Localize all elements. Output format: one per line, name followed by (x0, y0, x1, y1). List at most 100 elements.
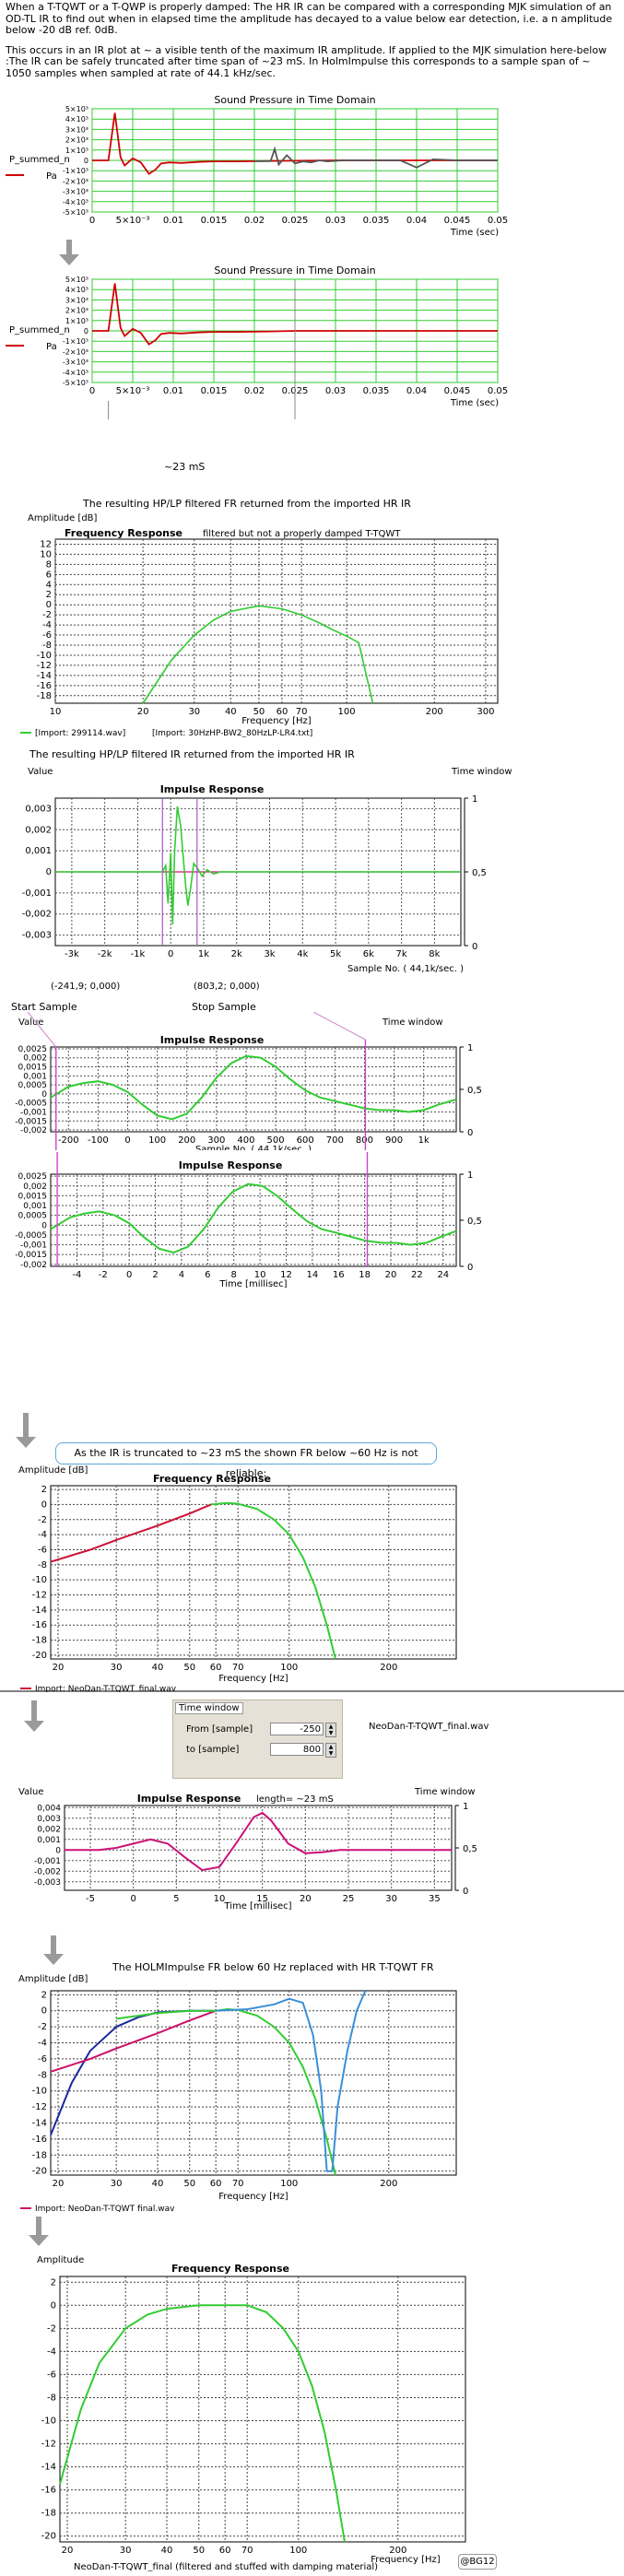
right-tick-label: 0 (463, 1887, 468, 1897)
from-sample-input[interactable]: -250 (270, 1723, 324, 1735)
chart-impulse-response-4: -5 0 5 10 15 20 25 30 350,0040,0030,0020,0010-0,… (18, 1787, 477, 1911)
y-tick-label: -4×10³ (63, 369, 88, 377)
y-tick-label: 0,0005 (18, 1212, 48, 1221)
series-line-1 (50, 1182, 457, 1254)
x-tick-label: 16 (333, 1270, 345, 1280)
y-tick-label: -0,002 (22, 910, 52, 920)
chart-frequency-response-4: 20 30 40 50 60 70 100 20020-2-4-6-8-10-12-14-16… (37, 2255, 466, 2571)
y-tick-label: 0 (41, 1090, 47, 1100)
y-tick-label: -20 (41, 2532, 56, 2542)
chart-frequency-response-1: 10 20 30 40 50 60 70 100 200 300121086420-2-4-6-8… (20, 513, 499, 737)
y-tick-label: -10 (32, 2087, 47, 2097)
x-tick-label: 0.02 (244, 386, 265, 396)
y-tick-label: -3×10³ (63, 188, 88, 196)
y-tick-label: -16 (32, 1620, 47, 1630)
right-tick-label: 0 (467, 1128, 473, 1138)
y-tick-label: -8 (38, 1560, 47, 1570)
to-sample-input[interactable]: 800 (270, 1743, 324, 1756)
x-axis-label: Sample No. ( 44,1k/sec. ) (347, 964, 464, 974)
y-axis-label: P_summed_n (9, 155, 70, 165)
y-tick-label: -5×10³ (63, 379, 88, 387)
y-tick-label: -0,0015 (15, 1251, 47, 1260)
x-axis-label: Frequency [Hz] (218, 2192, 288, 2202)
x-tick-label: 4 (179, 1270, 184, 1280)
y-tick-label: 3×10³ (65, 125, 88, 134)
y-tick-label: -0,003 (22, 931, 52, 941)
y-tick-label: 0 (55, 1846, 61, 1855)
y-tick-label: -6 (47, 2370, 56, 2380)
x-axis-label: Time [millisec] (218, 1279, 287, 1289)
x-axis-label: Time (sec) (450, 228, 499, 238)
x-tick-label: 0.02 (244, 216, 265, 226)
x-tick-label: 0.01 (163, 386, 183, 396)
y-tick-label: -2 (38, 2022, 47, 2032)
chart-title: Impulse Response (160, 1034, 265, 1046)
right-tick-label: 0,5 (463, 1844, 477, 1854)
y-tick-label: -18 (32, 1636, 47, 1646)
x-tick-label: 0.045 (444, 216, 471, 226)
x-tick-label: 40 (225, 707, 237, 717)
x-tick-label: 50 (183, 1663, 195, 1673)
y-tick-label: 0 (46, 600, 52, 610)
x-tick-label: 0 (89, 216, 95, 226)
legend-label: Pa (46, 171, 57, 182)
y-tick-label: 2×10³ (65, 136, 88, 145)
y-tick-label: 5×10³ (65, 276, 88, 284)
x-tick-label: 7k (396, 949, 407, 959)
from-sample-spinner[interactable]: ▲ ▼ (325, 1723, 336, 1737)
y-axis-label: Amplitude [dB] (18, 1465, 88, 1476)
start-sample-label: Start Sample (11, 1001, 77, 1013)
chart-sound-pressure-2: 0 5×10⁻³ 0.01 0.015 0.02 0.025 0.03 0.035 0.04 0.… (6, 265, 508, 419)
x-tick-label: 40 (161, 2546, 173, 2556)
zoom-guide-left (27, 1012, 57, 1048)
x-tick-label: 0.05 (488, 216, 508, 226)
x-tick-label: 200 (380, 1663, 397, 1673)
y-tick-label: 5×10³ (65, 105, 88, 113)
y-tick-label: 0,0005 (18, 1081, 48, 1090)
zoom-guide-right (312, 1012, 366, 1041)
plot-frame (50, 1046, 457, 1133)
time-window-file: NeoDan-T-TQWT_final.wav (369, 1722, 489, 1732)
y-tick-label: 1×10³ (65, 317, 88, 325)
legend-label: Pa (46, 342, 57, 352)
y-tick-label: -16 (37, 681, 52, 691)
x-tick-label: 200 (380, 2179, 397, 2189)
x-tick-label: 100 (289, 2546, 307, 2556)
x-tick-label: 4k (297, 949, 308, 959)
right-axis-label: Time window (451, 767, 512, 777)
chart-title: Impulse Response (137, 1793, 241, 1805)
y-axis-label: Value (28, 767, 53, 777)
chart-title: Sound Pressure in Time Domain (214, 94, 375, 106)
y-tick-label: 8 (46, 559, 52, 570)
chart-title: Frequency Response (153, 1473, 271, 1485)
y-tick-label: -14 (37, 671, 52, 681)
series-line-1 (50, 1054, 457, 1121)
x-tick-label: 5 (173, 1894, 179, 1904)
x-tick-label: 35 (429, 1894, 441, 1904)
x-axis-label: Sample No. ( 44,1k/sec. ) (195, 1145, 312, 1150)
x-tick-label: 0 (89, 386, 95, 396)
x-tick-label: 6k (363, 949, 374, 959)
caption-fr-holm: The HOLMImpulse FR below 60 Hz replaced … (112, 1961, 434, 1973)
y-tick-label: 0,001 (37, 1836, 61, 1845)
x-tick-label: 8k (429, 949, 440, 959)
x-tick-label: 20 (137, 707, 149, 717)
series-line-1 (92, 283, 498, 346)
y-tick-label: 0 (41, 2006, 47, 2017)
y-tick-label: 0,0025 (18, 1045, 48, 1054)
x-tick-label: 20 (53, 1663, 65, 1673)
x-tick-label: 100 (148, 1135, 166, 1146)
y-tick-label: 0 (51, 2300, 56, 2311)
plot-frame (50, 1485, 457, 1660)
y-tick-label: 0 (46, 867, 52, 877)
x-tick-label: 60 (219, 2546, 231, 2556)
y-tick-label: -0,0005 (15, 1100, 47, 1109)
series-line-1 (55, 806, 461, 925)
to-sample-spinner[interactable]: ▲ ▼ (325, 1743, 336, 1758)
x-tick-label: 5k (330, 949, 341, 959)
y-tick-label: -8 (38, 2070, 47, 2080)
plot-frame (50, 1173, 457, 1267)
y-tick-label: -18 (41, 2509, 56, 2519)
x-tick-label: -3k (65, 949, 79, 959)
x-tick-label: 14 (307, 1270, 319, 1280)
